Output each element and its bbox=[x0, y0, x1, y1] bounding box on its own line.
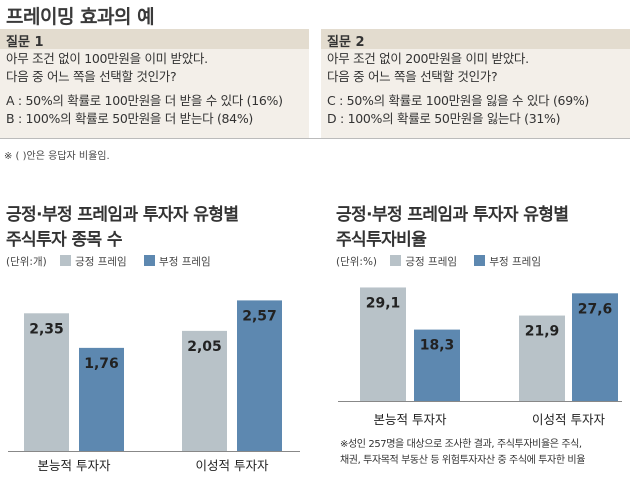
chart-1-title: 긍정·부정 프레임과 투자자 유형별 주식투자 종목 수 bbox=[6, 203, 239, 253]
chart-2-unit: (단위:%) bbox=[336, 256, 378, 268]
chart-2-title-line-2: 주식투자비율 bbox=[336, 230, 427, 250]
bar-positive-instinctive bbox=[360, 287, 406, 401]
chart-2-plot: 29,1 18,3 본능적 투자자 21,9 27,6 이성적 투자자 bbox=[338, 287, 622, 427]
bar-value-label: 2,05 bbox=[187, 339, 222, 355]
chart-2-legend: (단위:%) 긍정 프레임 부정 프레임 bbox=[336, 254, 555, 269]
bar-value-label: 2,35 bbox=[29, 321, 64, 337]
question-1-option-a: A : 50%의 확률로 100만원을 더 받을 수 있다 (16%) bbox=[6, 93, 283, 108]
chart-2-title-line-1: 긍정·부정 프레임과 투자자 유형별 bbox=[336, 205, 569, 225]
legend-swatch-negative bbox=[144, 255, 156, 266]
question-2-option-c: C : 50%의 확률로 100만원을 잃을 수 있다 (69%) bbox=[327, 93, 590, 108]
question-2-header: 질문 2 bbox=[321, 29, 630, 50]
chart-1-plot: 2,35 1,76 본능적 투자자 2,05 2,57 이성적 투자자 bbox=[8, 300, 300, 473]
question-2-box: 질문 2 아무 조건 없이 200만원을 이미 받았다. 다음 중 어느 쪽을 … bbox=[321, 29, 630, 138]
question-1-option-b: B : 100%의 확률로 50만원을 더 받는다 (84%) bbox=[6, 111, 253, 126]
bar-value-label: 1,76 bbox=[84, 356, 119, 372]
bar-value-label: 2,57 bbox=[242, 308, 277, 324]
chart-2-footnote-line-1: ※성인 257명을 대상으로 조사한 결과, 주식투자비율은 주식, bbox=[340, 439, 582, 450]
chart-1-unit: (단위:개) bbox=[6, 256, 47, 268]
bar-negative-instinctive bbox=[79, 347, 124, 451]
response-ratio-note: ※ ( )안은 응답자 비율임. bbox=[4, 151, 110, 162]
chart-2-legend-negative: 부정 프레임 bbox=[489, 256, 541, 268]
chart-2-footnote: ※성인 257명을 대상으로 조사한 결과, 주식투자비율은 주식, 채권, 투… bbox=[340, 437, 585, 469]
legend-swatch-positive bbox=[60, 255, 72, 266]
chart-1-legend-negative: 부정 프레임 bbox=[159, 256, 211, 268]
bar-value-label: 27,6 bbox=[578, 301, 613, 317]
category-label: 이성적 투자자 bbox=[532, 412, 605, 427]
chart-2-footnote-line-2: 채권, 투자목적 부동산 등 위험투자자산 중 주식에 투자한 비율 bbox=[340, 455, 586, 466]
chart-1-title-line-1: 긍정·부정 프레임과 투자자 유형별 bbox=[6, 205, 239, 225]
chart-1-legend: (단위:개) 긍정 프레임 부정 프레임 bbox=[6, 254, 225, 269]
legend-swatch-positive bbox=[390, 255, 402, 266]
chart-1-legend-positive: 긍정 프레임 bbox=[75, 256, 127, 268]
question-1-line-2: 다음 중 어느 쪽을 선택할 것인가? bbox=[6, 69, 177, 84]
bar-positive-instinctive bbox=[24, 313, 69, 451]
bar-negative-instinctive bbox=[414, 329, 460, 401]
page-title: 프레이밍 효과의 예 bbox=[6, 6, 155, 28]
bar-positive-rational bbox=[519, 315, 565, 401]
bar-positive-rational bbox=[182, 330, 227, 451]
category-label: 이성적 투자자 bbox=[196, 458, 269, 473]
chart-1-title-line-2: 주식투자 종목 수 bbox=[6, 230, 123, 250]
category-label: 본능적 투자자 bbox=[38, 458, 111, 473]
question-1-box: 질문 1 아무 조건 없이 100만원을 이미 받았다. 다음 중 어느 쪽을 … bbox=[0, 29, 309, 138]
bar-value-label: 29,1 bbox=[366, 295, 401, 311]
question-1-header: 질문 1 bbox=[0, 29, 309, 50]
bar-value-label: 18,3 bbox=[420, 338, 455, 354]
chart-2-legend-positive: 긍정 프레임 bbox=[405, 256, 458, 268]
bar-negative-rational bbox=[572, 293, 618, 401]
bar-value-label: 21,9 bbox=[525, 324, 560, 340]
divider bbox=[0, 138, 630, 139]
legend-swatch-negative bbox=[474, 255, 486, 266]
question-2-line-1: 아무 조건 없이 200만원을 이미 받았다. bbox=[327, 51, 529, 66]
chart-2-title: 긍정·부정 프레임과 투자자 유형별 주식투자비율 bbox=[336, 203, 569, 253]
question-2-option-d: D : 100%의 확률로 50만원을 잃는다 (31%) bbox=[327, 111, 561, 126]
category-label: 본능적 투자자 bbox=[374, 412, 447, 427]
question-2-line-2: 다음 중 어느 쪽을 선택할 것인가? bbox=[327, 69, 498, 84]
question-1-line-1: 아무 조건 없이 100만원을 이미 받았다. bbox=[6, 51, 208, 66]
bar-negative-rational bbox=[237, 300, 282, 451]
